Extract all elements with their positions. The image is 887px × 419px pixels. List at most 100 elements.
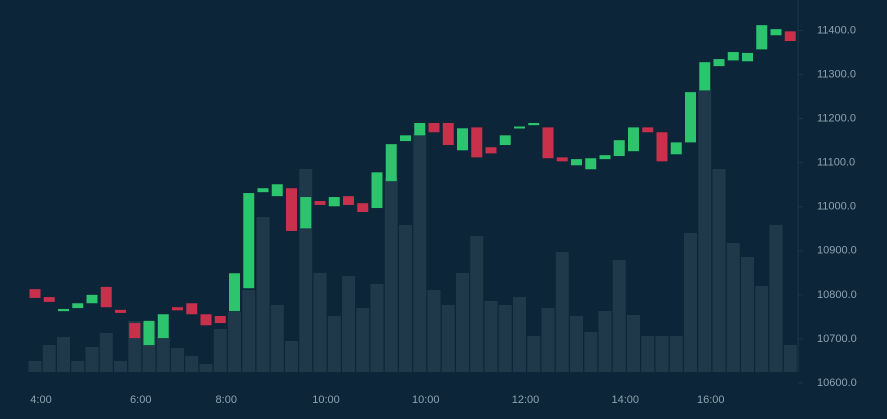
candle-body — [713, 59, 725, 67]
volume-bar — [71, 361, 85, 372]
volume-bar — [285, 341, 298, 372]
volume-bar — [327, 316, 341, 372]
volume-bar — [427, 290, 441, 372]
volume-bar — [228, 312, 241, 372]
candle-body — [157, 314, 169, 339]
candle-body — [43, 297, 55, 302]
candle-body — [471, 127, 483, 158]
candle-body — [314, 200, 326, 205]
candle-body — [542, 127, 554, 159]
candle-body — [699, 62, 711, 91]
candle-body — [371, 172, 383, 209]
volume-bar — [270, 305, 284, 372]
candle-body — [100, 286, 112, 308]
candle-body — [29, 289, 41, 298]
volume-bar — [99, 333, 113, 372]
candle-body — [585, 158, 597, 170]
candle-body — [414, 122, 426, 136]
volume-bar — [712, 169, 726, 372]
candle-body — [400, 135, 411, 142]
volume-bar — [370, 284, 384, 372]
candle-body — [571, 159, 582, 166]
candle-body — [86, 294, 98, 304]
volume-bar — [384, 178, 398, 372]
candle-body — [642, 127, 654, 133]
y-tick-label: 10600.0 — [817, 377, 857, 389]
y-tick-label: 11400.0 — [817, 24, 856, 36]
volume-bar — [741, 257, 754, 372]
volume-bar — [726, 243, 740, 372]
volume-bar — [598, 311, 612, 372]
volume-bar — [541, 308, 555, 372]
candle-body — [528, 122, 540, 126]
y-tick-label: 11200.0 — [817, 112, 856, 124]
volume-bar — [185, 356, 199, 372]
volume-bar — [213, 329, 227, 372]
candle-body — [485, 147, 497, 154]
x-tick-label: 6:00 — [130, 394, 151, 406]
volume-bar — [356, 308, 370, 372]
candle-body — [328, 197, 340, 207]
volume-bar — [242, 290, 256, 372]
x-tick-label: 10:00 — [412, 394, 440, 406]
candle-body — [727, 52, 739, 61]
candle-body — [257, 188, 269, 193]
volume-bar — [28, 361, 42, 372]
candle-body — [115, 309, 126, 313]
candle-body — [343, 196, 354, 205]
volume-bar — [413, 133, 427, 372]
candle-body — [742, 52, 753, 62]
candle-body — [499, 135, 511, 146]
candle-body — [200, 314, 212, 326]
candle-body — [613, 140, 625, 157]
volume-bar — [570, 316, 583, 372]
volume-bar — [470, 236, 484, 372]
candle-body — [685, 92, 696, 143]
candle-body — [129, 323, 141, 339]
volume-bar — [456, 273, 469, 372]
volume-bar — [156, 337, 170, 372]
candle-body — [599, 155, 611, 160]
volume-bar — [513, 297, 526, 372]
volume-bar — [256, 217, 270, 372]
candle-body — [58, 308, 69, 312]
volume-bar — [57, 337, 70, 372]
volume-bar — [42, 345, 56, 372]
y-tick-label: 10700.0 — [817, 333, 857, 345]
candle-body — [628, 127, 639, 152]
volume-bar — [484, 301, 498, 372]
candle-body — [428, 122, 440, 133]
candle-body — [243, 193, 255, 289]
volume-bar — [399, 225, 412, 372]
x-tick-label: 14:00 — [611, 394, 639, 406]
volume-bar — [783, 345, 797, 372]
x-tick-label: 16:00 — [697, 394, 725, 406]
candle-body — [756, 25, 768, 50]
volume-bar — [313, 273, 327, 372]
volume-bar — [669, 336, 683, 372]
volume-bar — [612, 260, 626, 372]
candle-body — [442, 122, 454, 146]
candle-body — [143, 320, 155, 346]
candle-body — [457, 128, 468, 151]
volume-bar — [441, 305, 455, 372]
y-tick-label: 11000.0 — [817, 201, 856, 213]
y-tick-label: 11300.0 — [817, 68, 856, 80]
candle-body — [514, 126, 525, 129]
candle-body — [72, 303, 84, 309]
volume-bar — [527, 336, 541, 372]
candle-body — [556, 157, 568, 162]
y-tick-label: 10900.0 — [817, 245, 857, 257]
candle-body — [770, 29, 782, 36]
volume-bar — [171, 348, 184, 372]
candle-body — [357, 203, 369, 213]
x-tick-label: 8:00 — [216, 394, 237, 406]
volume-bar — [114, 361, 127, 372]
candle-body — [670, 142, 682, 155]
candle-body — [784, 31, 796, 42]
candle-body — [271, 184, 283, 197]
volume-bar — [684, 233, 697, 372]
y-tick-label: 11100.0 — [817, 157, 855, 169]
candle-body — [300, 197, 312, 229]
